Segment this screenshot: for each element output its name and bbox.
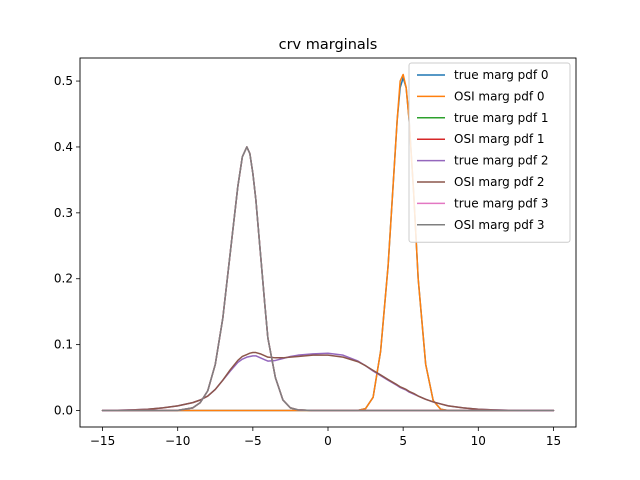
x-tick-label: −10	[165, 434, 190, 448]
legend-label: true marg pdf 1	[454, 111, 549, 125]
legend-label: OSI marg pdf 3	[454, 218, 545, 232]
x-axis: −15 −10 −5 0 5 10 15	[90, 427, 561, 448]
y-tick-label: 0.2	[54, 272, 73, 286]
series-line-7	[101, 146, 555, 412]
legend-label: true marg pdf 2	[454, 154, 549, 168]
plot-lines	[101, 73, 555, 412]
x-tick-label: 5	[399, 434, 407, 448]
legend-label: true marg pdf 3	[454, 196, 549, 210]
x-tick-label: 10	[471, 434, 486, 448]
y-tick-label: 0.1	[54, 338, 73, 352]
legend-label: OSI marg pdf 1	[454, 132, 545, 146]
legend-box	[408, 62, 571, 243]
y-axis: 0.0 0.1 0.2 0.3 0.4 0.5	[54, 74, 80, 418]
legend-label: OSI marg pdf 0	[454, 89, 545, 103]
x-tick-label: −15	[90, 434, 115, 448]
x-tick-label: −5	[244, 434, 262, 448]
x-tick-label: 15	[546, 434, 561, 448]
series-line-5	[101, 351, 555, 412]
legend: true marg pdf 0 OSI marg pdf 0 true marg p…	[408, 62, 571, 243]
y-tick-label: 0.3	[54, 206, 73, 220]
chart-title: crv marginals	[279, 37, 378, 53]
x-tick-label: 0	[324, 434, 332, 448]
y-tick-label: 0.0	[54, 404, 73, 418]
legend-label: true marg pdf 0	[454, 68, 549, 82]
legend-label: OSI marg pdf 2	[454, 175, 545, 189]
y-tick-label: 0.4	[54, 140, 73, 154]
y-tick-label: 0.5	[54, 74, 73, 88]
